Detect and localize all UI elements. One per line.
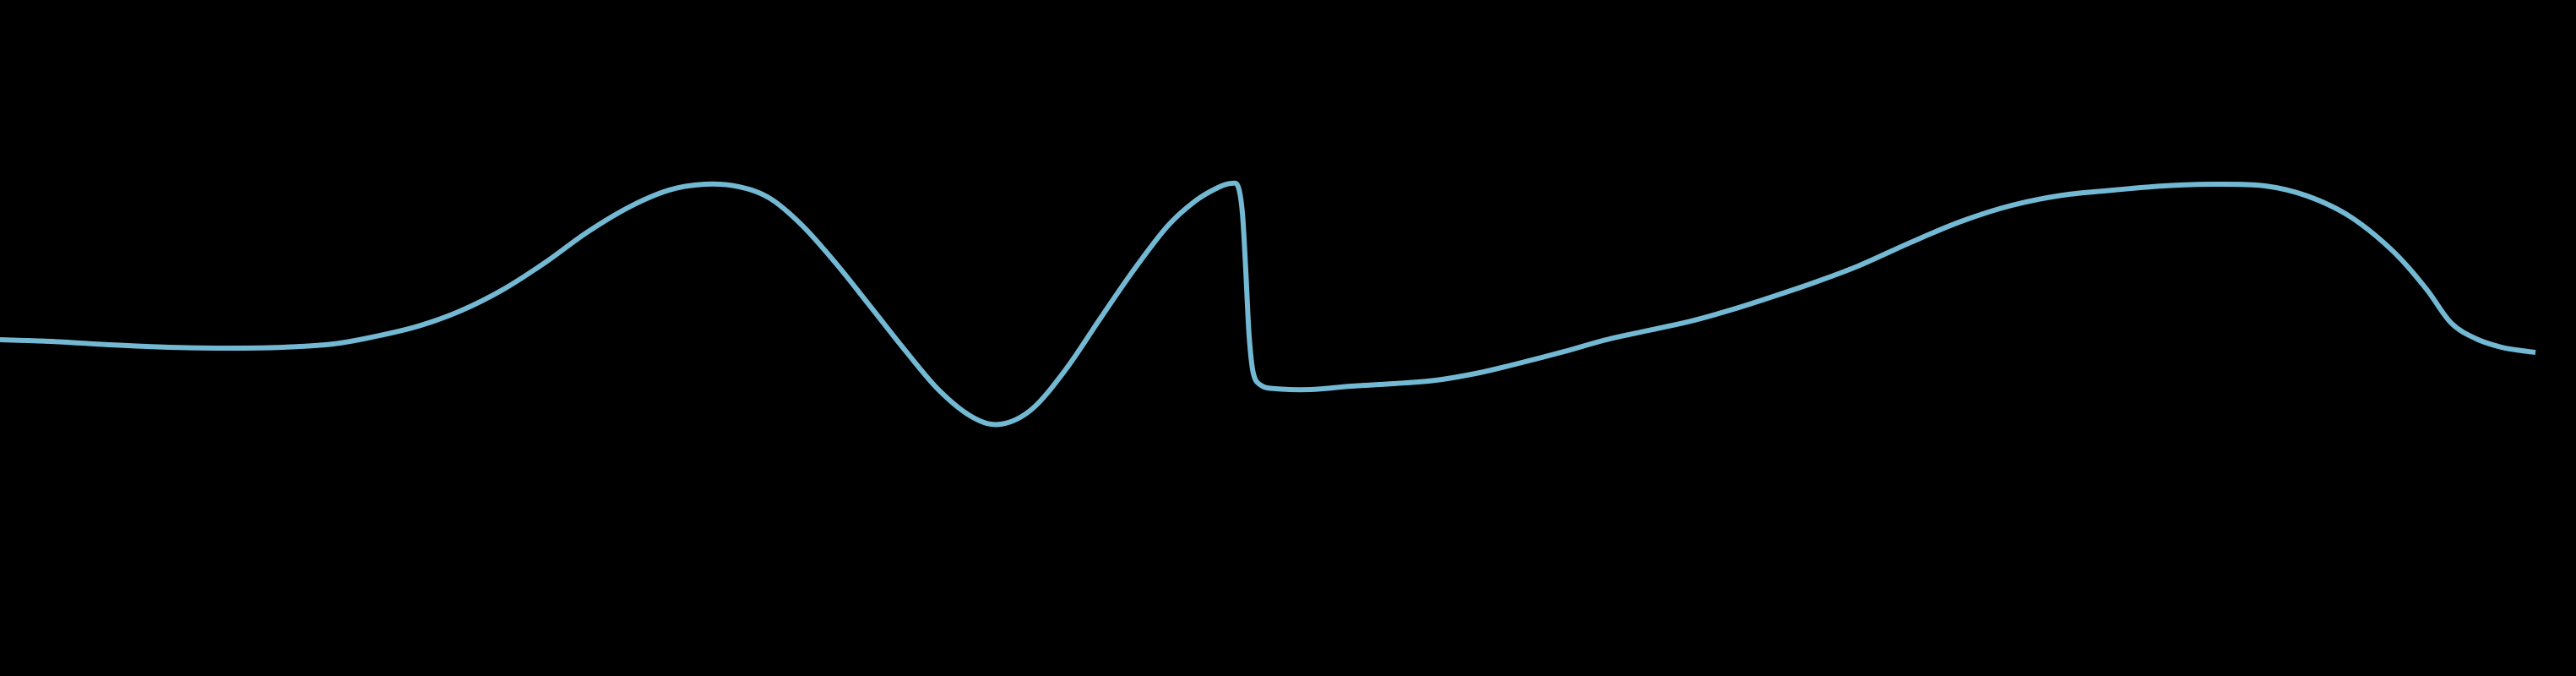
series-line [0, 180, 2536, 428]
